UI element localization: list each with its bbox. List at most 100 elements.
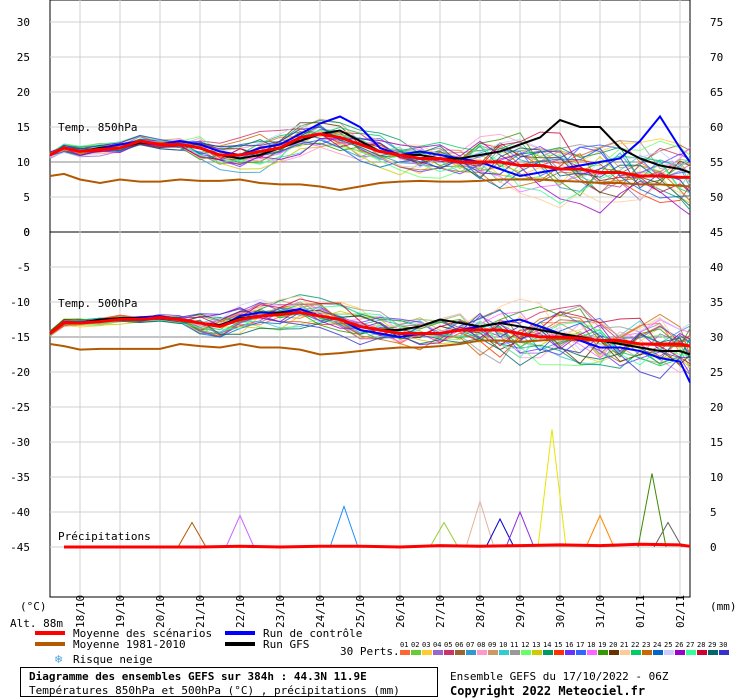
ytick-left-850: 10 — [17, 156, 30, 169]
ytick-left-500: -10 — [10, 296, 30, 309]
pert-swatch-05 — [444, 650, 454, 655]
p850-pert-29 — [49, 124, 691, 207]
pert-label-02: 02 — [411, 641, 419, 649]
precip-peak-3 — [429, 521, 459, 548]
pert-swatch-12 — [521, 650, 531, 655]
xtick-date-4: 22/10 — [234, 595, 247, 628]
precip-peak-6 — [505, 510, 535, 548]
pert-label-18: 18 — [587, 641, 595, 649]
pert-swatch-24 — [653, 650, 663, 655]
chart-series — [49, 114, 691, 549]
ytick-right-850: 45 — [710, 226, 723, 239]
pert-label-03: 03 — [422, 641, 430, 649]
pert-swatch-07 — [466, 650, 476, 655]
ytick-left-850: 25 — [17, 51, 30, 64]
ytick-right-500: 40 — [710, 261, 723, 274]
pert-swatch-06 — [455, 650, 465, 655]
pert-swatch-01 — [400, 650, 410, 655]
p850-pert-28 — [49, 131, 691, 193]
p500-pert-29 — [49, 314, 691, 367]
chart-axes: 30252015105075706560555045-5-10-15-20-25… — [10, 16, 737, 630]
pert-swatch-27 — [686, 650, 696, 655]
left-unit-label: (°C) — [20, 600, 47, 613]
legend-label-1: Moyenne 1981-2010 — [73, 638, 186, 651]
ytick-left-850: 30 — [17, 16, 30, 29]
pert-label-10: 10 — [499, 641, 507, 649]
chart-title-box: Diagramme des ensembles GEFS sur 384h : … — [20, 667, 438, 697]
ytick-right-precip: 0 — [710, 541, 717, 554]
pert-label-08: 08 — [477, 641, 485, 649]
xtick-date-12: 30/10 — [554, 595, 567, 628]
xtick-date-6: 24/10 — [314, 595, 327, 628]
pert-label-12: 12 — [521, 641, 529, 649]
pert-swatch-13 — [532, 650, 542, 655]
chart-grid — [49, 0, 691, 598]
ytick-left-zero: 0 — [23, 226, 30, 239]
pert-label-04: 04 — [433, 641, 441, 649]
ytick-right-precip: 10 — [710, 471, 723, 484]
ytick-right-precip: 5 — [710, 506, 717, 519]
pert-label-09: 09 — [488, 641, 496, 649]
pert-swatch-10 — [499, 650, 509, 655]
right-unit-label: (mm) — [710, 600, 737, 613]
xtick-date-8: 26/10 — [394, 595, 407, 628]
panel-precip-name: Précipitations — [58, 530, 151, 543]
p850-line-moyenne-des-sc-narios — [49, 132, 690, 179]
xtick-date-1: 19/10 — [114, 595, 127, 628]
pert-label-05: 05 — [444, 641, 452, 649]
ytick-left-500: -5 — [17, 261, 30, 274]
chart-title: Diagramme des ensembles GEFS sur 384h : … — [29, 670, 367, 683]
pert-swatch-19 — [598, 650, 608, 655]
panel-500-frame — [49, 231, 691, 598]
pert-swatch-25 — [664, 650, 674, 655]
xtick-date-7: 25/10 — [354, 595, 367, 628]
pert-label-11: 11 — [510, 641, 518, 649]
ytick-right-850: 60 — [710, 121, 723, 134]
pert-swatch-11 — [510, 650, 520, 655]
pert-swatch-17 — [576, 650, 586, 655]
pert-label-06: 06 — [455, 641, 463, 649]
pert-label-15: 15 — [554, 641, 562, 649]
precip-peak-7 — [537, 429, 567, 548]
pert-swatch-09 — [488, 650, 498, 655]
pert-swatch-28 — [697, 650, 707, 655]
pert-label-16: 16 — [565, 641, 573, 649]
pert-swatch-22 — [631, 650, 641, 655]
precip-peak-2 — [329, 504, 359, 548]
p850-pert-24 — [49, 138, 691, 199]
ytick-right-precip: 15 — [710, 436, 723, 449]
pert-label-14: 14 — [543, 641, 551, 649]
ytick-left-precip: -45 — [10, 541, 30, 554]
ytick-right-850: 50 — [710, 191, 723, 204]
pert-label-26: 26 — [675, 641, 683, 649]
precip-line-moyenne-des-sc-narios — [64, 542, 691, 549]
pert-swatch-18 — [587, 650, 597, 655]
precip-peak-1 — [225, 514, 255, 548]
pert-label-30: 30 — [719, 641, 727, 649]
p500-line-moyenne-des-sc-narios — [49, 310, 691, 348]
legend-label-0: Moyenne des scénarios — [73, 627, 212, 640]
panel-850-name: Temp. 850hPa — [58, 121, 137, 134]
pert-label-21: 21 — [620, 641, 628, 649]
pert-label-07: 07 — [466, 641, 474, 649]
xtick-date-11: 29/10 — [514, 595, 527, 628]
ytick-right-850: 65 — [710, 86, 723, 99]
pert-swatch-30 — [719, 650, 729, 655]
pert-swatch-15 — [554, 650, 564, 655]
snowflake-icon: ❄ — [54, 653, 63, 666]
ytick-left-precip: -40 — [10, 506, 30, 519]
xtick-date-9: 27/10 — [434, 595, 447, 628]
xtick-date-0: 18/10 — [74, 595, 87, 628]
pert-label-27: 27 — [686, 641, 694, 649]
ytick-right-500: 30 — [710, 331, 723, 344]
ytick-left-500: -20 — [10, 366, 30, 379]
ytick-right-500: 25 — [710, 366, 723, 379]
pert-label-20: 20 — [609, 641, 617, 649]
pert-label-01: 01 — [400, 641, 408, 649]
pert-label-23: 23 — [642, 641, 650, 649]
p850-pert-26 — [49, 137, 691, 216]
xtick-date-10: 28/10 — [474, 595, 487, 628]
ytick-left-500: -15 — [10, 331, 30, 344]
pert-label-13: 13 — [532, 641, 540, 649]
pert-swatch-04 — [433, 650, 443, 655]
